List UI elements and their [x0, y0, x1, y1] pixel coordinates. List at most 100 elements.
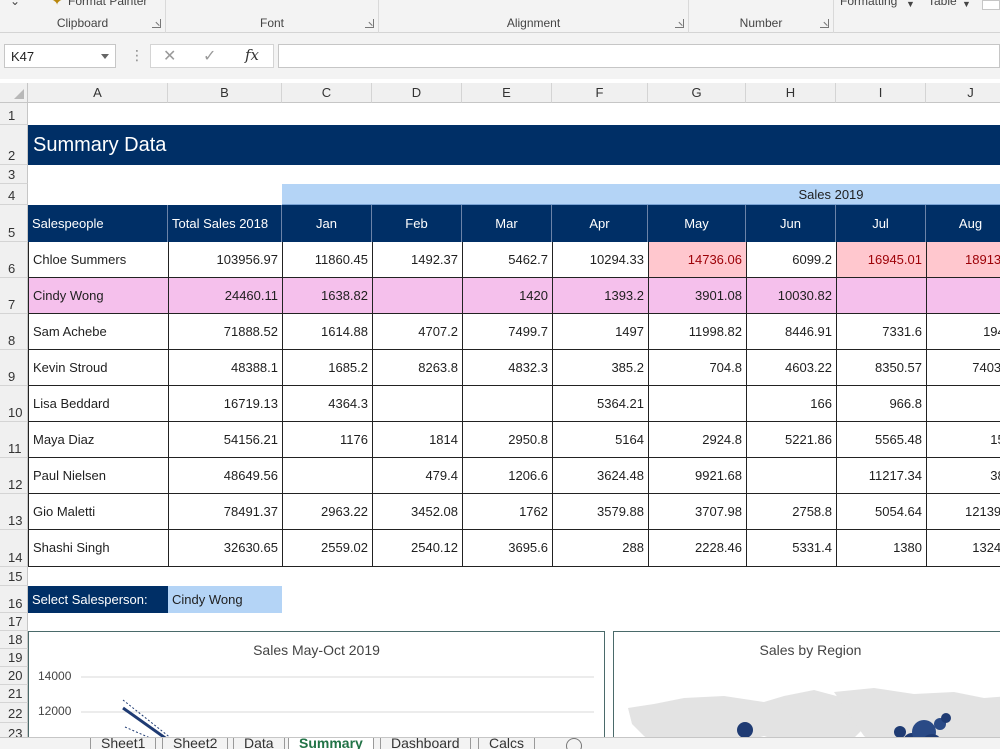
sales-value-cell[interactable]: 78491.37 [168, 494, 282, 530]
dialog-launcher-icon[interactable] [675, 19, 684, 28]
sales-value-cell[interactable]: 8263.8 [372, 350, 462, 386]
column-header-e[interactable]: E [462, 83, 552, 103]
sales-value-cell[interactable]: 3452.08 [372, 494, 462, 530]
row-header-14[interactable]: 14 [0, 530, 28, 567]
formula-input[interactable] [278, 44, 1000, 68]
sales-value-cell[interactable]: 3695.6 [462, 530, 552, 567]
sales-value-cell[interactable]: 7331.6 [836, 314, 926, 350]
sales-2019-header[interactable]: Sales 2019 [282, 184, 1000, 205]
sales-value-cell[interactable]: 1946 [926, 314, 1000, 350]
header-cell[interactable]: Total Sales 2018 [168, 205, 282, 242]
sales-value-cell[interactable]: 3579.88 [552, 494, 648, 530]
row-header-21[interactable]: 21 [0, 685, 28, 703]
sales-value-cell[interactable]: 2559.02 [282, 530, 372, 567]
sales-value-cell[interactable]: 24460.11 [168, 278, 282, 314]
sales-value-cell[interactable]: 11217.34 [836, 458, 926, 494]
sales-value-cell[interactable]: 12139.0 [926, 494, 1000, 530]
sales-value-cell[interactable]: 10030.82 [746, 278, 836, 314]
sales-value-cell[interactable]: 48388.1 [168, 350, 282, 386]
column-header-g[interactable]: G [648, 83, 746, 103]
sales-value-cell[interactable]: 5164 [552, 422, 648, 458]
more-options-icon[interactable]: ⋮ [130, 47, 144, 63]
salesperson-name-cell[interactable]: Chloe Summers [28, 242, 168, 278]
header-cell[interactable]: Feb [372, 205, 462, 242]
column-header-b[interactable]: B [168, 83, 282, 103]
header-cell[interactable]: Jun [746, 205, 836, 242]
sales-value-cell[interactable]: 4603.22 [746, 350, 836, 386]
sales-value-cell[interactable]: 389 [926, 458, 1000, 494]
column-header-i[interactable]: I [836, 83, 926, 103]
sales-value-cell[interactable]: 3624.48 [552, 458, 648, 494]
column-header-d[interactable]: D [372, 83, 462, 103]
sales-value-cell[interactable]: 5364.21 [552, 386, 648, 422]
region-map-chart[interactable]: Sales by Region [613, 631, 1000, 737]
chevron-down-icon[interactable] [101, 54, 109, 59]
row-header-11[interactable]: 11 [0, 422, 28, 458]
ribbon-chevron-icon[interactable]: ⌄ [10, 0, 21, 8]
row-header-15[interactable]: 15 [0, 567, 28, 586]
sales-value-cell[interactable]: 1492.37 [372, 242, 462, 278]
column-header-j[interactable]: J [926, 83, 1000, 103]
format-painter-icon[interactable]: ✦ [52, 0, 63, 8]
sales-value-cell[interactable]: 3707.98 [648, 494, 746, 530]
select-salesperson-label[interactable]: Select Salesperson: [28, 586, 168, 613]
row-header-8[interactable]: 8 [0, 314, 28, 350]
sales-value-cell[interactable]: 1324.3 [926, 530, 1000, 567]
sales-value-cell[interactable] [282, 458, 372, 494]
sales-value-cell[interactable]: 1497 [552, 314, 648, 350]
sales-value-cell[interactable] [746, 458, 836, 494]
sales-value-cell[interactable]: 2228.46 [648, 530, 746, 567]
sheet-tab-data[interactable]: Data [233, 738, 285, 749]
header-cell[interactable]: Apr [552, 205, 648, 242]
header-cell[interactable]: Aug [926, 205, 1000, 242]
sales-value-cell[interactable]: 3901.08 [648, 278, 746, 314]
sales-value-cell[interactable]: 18913.4 [926, 242, 1000, 278]
column-header-a[interactable]: A [28, 83, 168, 103]
salesperson-name-cell[interactable]: Maya Diaz [28, 422, 168, 458]
sales-value-cell[interactable]: 8446.91 [746, 314, 836, 350]
row-header-5[interactable]: 5 [0, 205, 28, 242]
sales-value-cell[interactable]: 7403.3 [926, 350, 1000, 386]
sales-value-cell[interactable]: 1206.6 [462, 458, 552, 494]
sales-value-cell[interactable]: 4707.2 [372, 314, 462, 350]
sales-value-cell[interactable]: 5462.7 [462, 242, 552, 278]
name-box[interactable]: K47 [4, 44, 116, 68]
salesperson-name-cell[interactable]: Gio Maletti [28, 494, 168, 530]
row-header-19[interactable]: 19 [0, 649, 28, 667]
column-header-f[interactable]: F [552, 83, 648, 103]
select-all-button[interactable] [0, 83, 28, 103]
row-header-23[interactable]: 23 [0, 723, 28, 737]
sheet-tab-sheet2[interactable]: Sheet2 [162, 738, 229, 749]
sales-value-cell[interactable]: 7499.7 [462, 314, 552, 350]
sales-value-cell[interactable]: 1176 [282, 422, 372, 458]
column-header-c[interactable]: C [282, 83, 372, 103]
sales-value-cell[interactable]: 54156.21 [168, 422, 282, 458]
sales-value-cell[interactable] [372, 278, 462, 314]
sales-value-cell[interactable]: 1814 [372, 422, 462, 458]
sales-value-cell[interactable]: 1420 [462, 278, 552, 314]
row-header-20[interactable]: 20 [0, 667, 28, 685]
sales-value-cell[interactable]: 1380 [836, 530, 926, 567]
dialog-launcher-icon[interactable] [365, 19, 374, 28]
sales-value-cell[interactable]: 1762 [462, 494, 552, 530]
sales-value-cell[interactable] [372, 386, 462, 422]
sales-value-cell[interactable]: 2540.12 [372, 530, 462, 567]
sales-value-cell[interactable] [926, 278, 1000, 314]
sales-value-cell[interactable]: 16945.01 [836, 242, 926, 278]
header-cell[interactable]: Jan [282, 205, 372, 242]
dialog-launcher-icon[interactable] [152, 19, 161, 28]
conditional-formatting-button[interactable]: Formatting [840, 0, 898, 8]
sheet-tab-calcs[interactable]: Calcs [478, 738, 536, 749]
sales-value-cell[interactable] [648, 386, 746, 422]
row-header-12[interactable]: 12 [0, 458, 28, 494]
sales-value-cell[interactable]: 1685.2 [282, 350, 372, 386]
sales-value-cell[interactable] [462, 386, 552, 422]
row-header-13[interactable]: 13 [0, 494, 28, 530]
dropdown-arrow-icon[interactable]: ▼ [962, 0, 971, 9]
header-cell[interactable]: Salespeople [28, 205, 168, 242]
ribbon-field[interactable] [982, 0, 1000, 10]
sales-value-cell[interactable]: 5221.86 [746, 422, 836, 458]
sales-value-cell[interactable]: 14736.06 [648, 242, 746, 278]
enter-icon[interactable]: ✓ [203, 48, 217, 65]
